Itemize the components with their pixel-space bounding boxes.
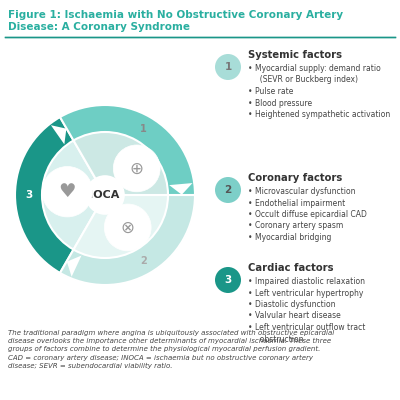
Text: Occult diffuse epicardial CAD: Occult diffuse epicardial CAD (255, 210, 367, 219)
Text: Blood pressure: Blood pressure (255, 98, 312, 108)
Text: Left ventricular outflow tract: Left ventricular outflow tract (255, 323, 365, 332)
Text: 1: 1 (140, 124, 147, 134)
Text: •: • (248, 312, 252, 320)
Circle shape (113, 145, 160, 192)
Circle shape (85, 175, 125, 215)
Wedge shape (74, 195, 168, 258)
Text: Pulse rate: Pulse rate (255, 87, 293, 96)
Text: 2: 2 (140, 256, 147, 266)
Text: 3: 3 (224, 275, 232, 285)
Circle shape (215, 267, 241, 293)
Text: Myocardial bridging: Myocardial bridging (255, 233, 331, 242)
Text: 1: 1 (224, 62, 232, 72)
Text: Diastolic dysfunction: Diastolic dysfunction (255, 300, 336, 309)
Circle shape (104, 204, 151, 251)
Text: •: • (248, 288, 252, 298)
Text: 3: 3 (25, 190, 32, 200)
Circle shape (215, 177, 241, 203)
Text: obstruction: obstruction (255, 334, 304, 344)
Wedge shape (42, 140, 105, 250)
Text: Endothelial impairment: Endothelial impairment (255, 198, 345, 208)
Text: Coronary artery spasm: Coronary artery spasm (255, 222, 343, 230)
Wedge shape (60, 105, 195, 195)
Text: •: • (248, 87, 252, 96)
Text: •: • (248, 323, 252, 332)
Circle shape (42, 166, 92, 217)
Circle shape (215, 54, 241, 80)
Wedge shape (15, 117, 105, 273)
Text: •: • (248, 300, 252, 309)
Wedge shape (74, 132, 168, 195)
Text: •: • (248, 210, 252, 219)
Text: •: • (248, 233, 252, 242)
Text: Coronary factors: Coronary factors (248, 173, 342, 183)
Text: Cardiac factors: Cardiac factors (248, 263, 334, 273)
Text: ♥: ♥ (58, 182, 76, 201)
Text: •: • (248, 110, 252, 119)
Wedge shape (60, 195, 195, 285)
Text: INOCA: INOCA (80, 190, 120, 200)
Text: ⊗: ⊗ (121, 218, 135, 236)
Text: Figure 1: Ischaemia with No Obstructive Coronary Artery: Figure 1: Ischaemia with No Obstructive … (8, 10, 343, 20)
Polygon shape (169, 183, 192, 195)
Text: Microvascular dysfunction: Microvascular dysfunction (255, 187, 356, 196)
Circle shape (15, 105, 195, 285)
Text: Myocardial supply: demand ratio: Myocardial supply: demand ratio (255, 64, 381, 73)
Text: •: • (248, 222, 252, 230)
Text: Heightened sympathetic activation: Heightened sympathetic activation (255, 110, 390, 119)
Text: Left ventricular hypertrophy: Left ventricular hypertrophy (255, 288, 363, 298)
Text: Valvular heart disease: Valvular heart disease (255, 312, 341, 320)
Text: The traditional paradigm where angina is ubiquitously associated with obstructiv: The traditional paradigm where angina is… (8, 330, 334, 369)
Text: •: • (248, 98, 252, 108)
Text: 2: 2 (224, 185, 232, 195)
Text: Disease: A Coronary Syndrome: Disease: A Coronary Syndrome (8, 22, 190, 32)
Polygon shape (67, 256, 82, 277)
Text: •: • (248, 64, 252, 73)
Text: ⊕: ⊕ (130, 159, 144, 177)
Text: •: • (248, 198, 252, 208)
Circle shape (42, 132, 168, 258)
Text: Impaired diastolic relaxation: Impaired diastolic relaxation (255, 277, 365, 286)
Text: •: • (248, 187, 252, 196)
Text: (SEVR or Buckberg index): (SEVR or Buckberg index) (255, 76, 358, 84)
Polygon shape (51, 125, 66, 144)
Text: Systemic factors: Systemic factors (248, 50, 342, 60)
Text: •: • (248, 277, 252, 286)
